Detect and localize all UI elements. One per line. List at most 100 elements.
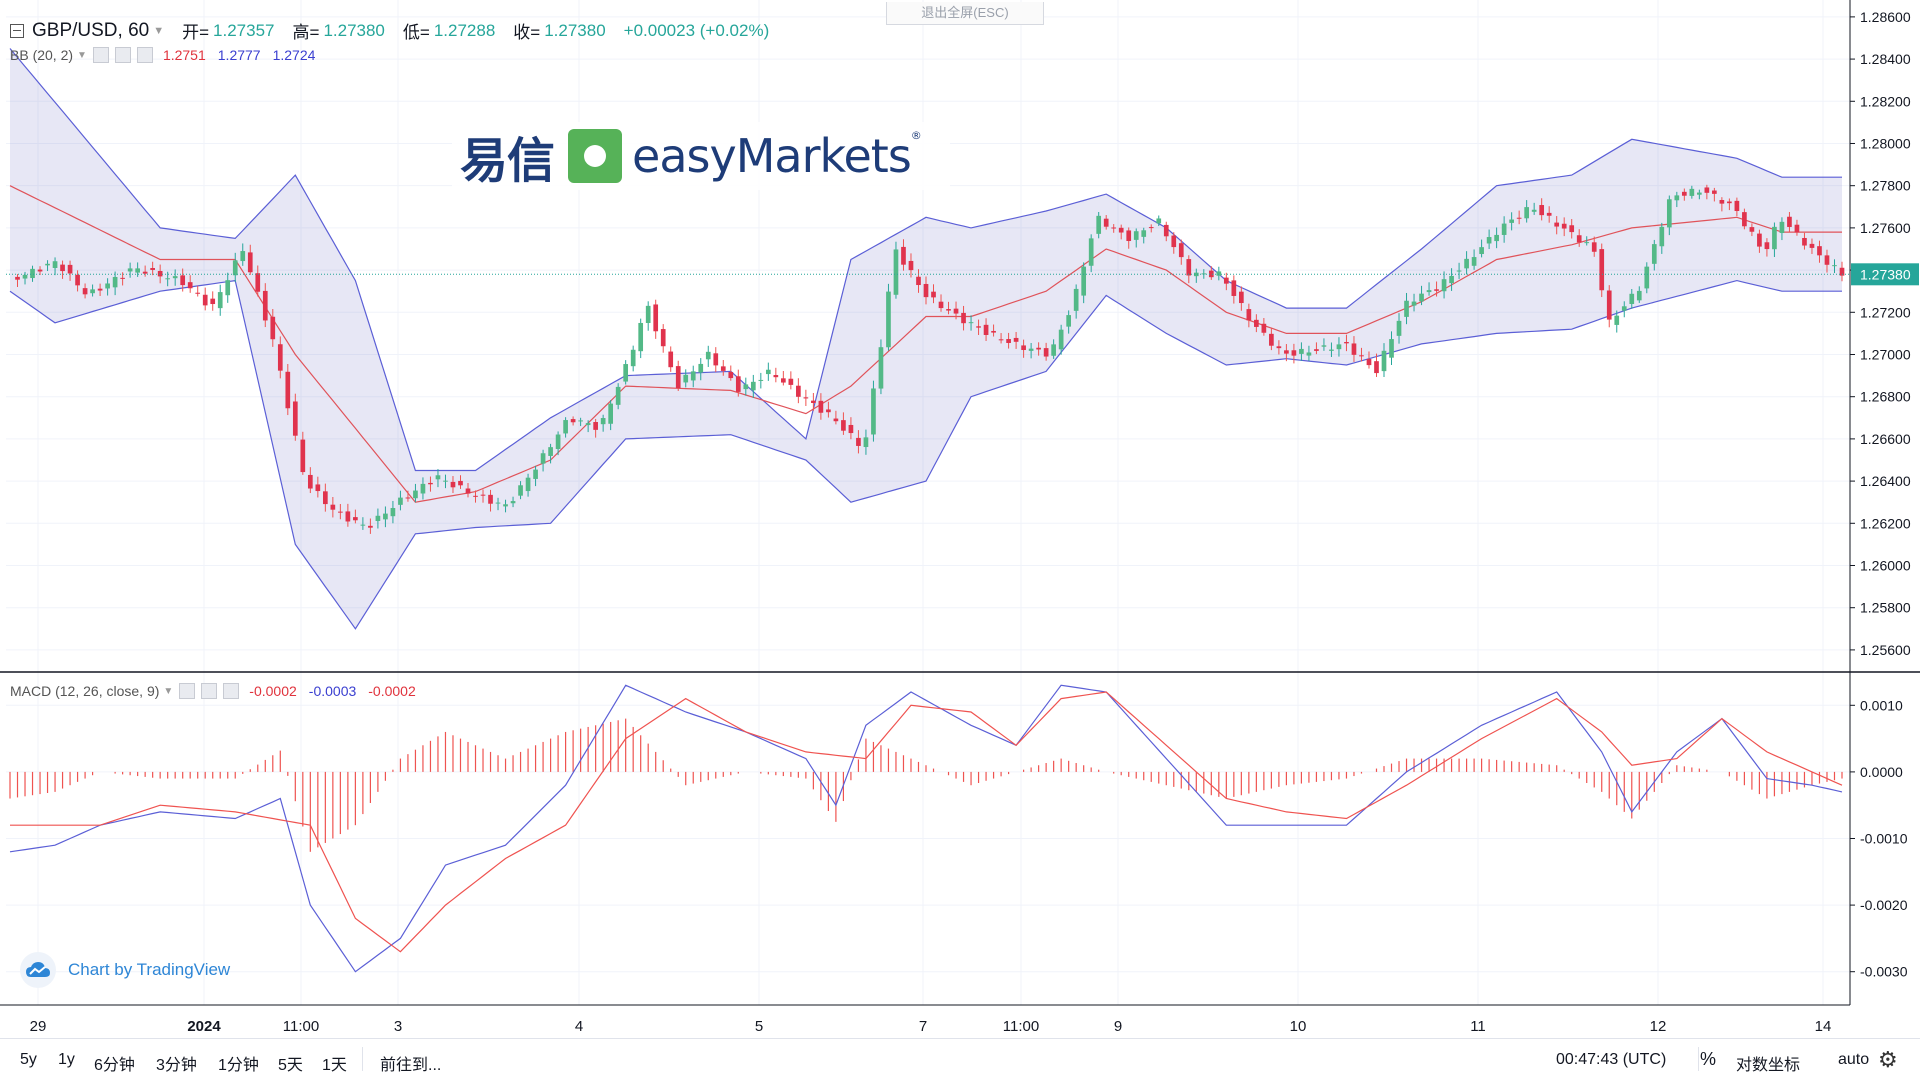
candle-body xyxy=(863,437,869,448)
open-value: 1.27357 xyxy=(213,20,275,40)
macd-tick-label: -0.0010 xyxy=(1860,831,1908,847)
collapse-icon[interactable] xyxy=(10,23,24,38)
time-tick-label: 29 xyxy=(30,1018,47,1035)
candle-body xyxy=(383,513,388,520)
tradingview-branding[interactable]: Chart by TradingView xyxy=(20,952,230,988)
macd-label[interactable]: MACD (12, 26, close, 9) xyxy=(10,683,160,699)
symbol-label[interactable]: GBP/USD, 60 xyxy=(32,19,150,41)
time-tick-label: 14 xyxy=(1815,1018,1832,1035)
bb-value-2: 1.2777 xyxy=(217,47,261,63)
macd-panel xyxy=(0,671,1920,973)
candle-body xyxy=(1712,190,1717,194)
auto-scale-toggle[interactable]: auto xyxy=(1838,1051,1870,1068)
candle-body xyxy=(540,453,546,464)
bb-label[interactable]: BB (20, 2) xyxy=(10,47,74,63)
candle-body xyxy=(901,246,906,265)
candle-body xyxy=(1381,350,1387,372)
range-1m-button[interactable]: 1分钟 xyxy=(218,1057,259,1074)
candle-body xyxy=(1659,226,1665,247)
tradingview-label[interactable]: Chart by TradingView xyxy=(68,960,231,979)
candle-body xyxy=(600,418,606,425)
settings-icon[interactable] xyxy=(114,47,131,63)
candle-body xyxy=(953,308,959,314)
chevron-down-icon[interactable]: ▼ xyxy=(77,49,87,61)
candle-body xyxy=(1636,290,1642,301)
candle-body xyxy=(518,485,523,496)
candle-body xyxy=(1719,199,1725,204)
range-6m-button[interactable]: 6分钟 xyxy=(94,1057,135,1074)
candle-body xyxy=(1006,339,1011,343)
exit-fullscreen-button[interactable]: 退出全屏(ESC) xyxy=(886,2,1044,25)
time-tick-label: 2024 xyxy=(187,1018,221,1035)
chevron-down-icon[interactable]: ▼ xyxy=(163,685,174,697)
candle-body xyxy=(210,298,216,305)
candle-body xyxy=(1239,291,1244,304)
candle-body xyxy=(405,497,411,499)
settings-icon[interactable] xyxy=(201,683,218,699)
candle-body xyxy=(743,384,749,390)
candle-body xyxy=(720,366,726,371)
price-tick-label: 1.26600 xyxy=(1860,431,1911,447)
close-icon[interactable] xyxy=(136,47,153,63)
candle-body xyxy=(1614,315,1620,325)
candle-body xyxy=(1621,306,1627,311)
log-scale-toggle[interactable]: 对数坐标 xyxy=(1736,1057,1801,1074)
tradingview-cloud-icon xyxy=(20,952,56,988)
price-tick-label: 1.25600 xyxy=(1860,642,1911,658)
candle-body xyxy=(871,388,876,435)
utc-clock: 00:47:43 (UTC) xyxy=(1556,1051,1667,1068)
candle-body xyxy=(270,316,276,340)
candle-body xyxy=(217,292,223,309)
range-5d-button[interactable]: 5天 xyxy=(278,1057,303,1074)
visibility-icon[interactable] xyxy=(92,47,109,63)
visibility-icon[interactable] xyxy=(179,683,196,699)
candle-body xyxy=(1629,293,1635,304)
candle-body xyxy=(841,420,846,431)
candle-body xyxy=(750,381,756,391)
candle-body xyxy=(473,495,478,497)
chevron-down-icon[interactable]: ▼ xyxy=(153,24,165,37)
candle-body xyxy=(150,268,155,270)
candle-body xyxy=(1081,266,1087,296)
chart-canvas[interactable]: 1.28600 1.28400 1.28200 1.28000 1.27800 1.276… xyxy=(0,0,1920,1038)
range-3m-button[interactable]: 3分钟 xyxy=(156,1057,197,1074)
candle-body xyxy=(878,347,884,389)
candle-body xyxy=(360,524,366,526)
candle-body xyxy=(796,385,801,397)
candle-body xyxy=(180,275,186,286)
candle-body xyxy=(570,419,576,423)
range-1y-button[interactable]: 1y xyxy=(58,1051,75,1068)
gear-icon[interactable]: ⚙ xyxy=(1878,1047,1898,1072)
candle-body xyxy=(82,288,88,295)
close-icon[interactable] xyxy=(223,683,240,699)
candle-body xyxy=(675,366,681,389)
percent-toggle[interactable]: % xyxy=(1700,1049,1717,1069)
candle-body xyxy=(1096,215,1102,234)
price-tick-label: 1.28600 xyxy=(1860,9,1911,25)
candle-body xyxy=(1073,288,1079,311)
range-1d-button[interactable]: 1天 xyxy=(322,1057,347,1074)
candle-body xyxy=(1126,230,1132,242)
time-tick-label: 7 xyxy=(919,1018,927,1035)
candle-body xyxy=(1141,230,1147,237)
candle-body xyxy=(668,351,674,368)
candle-body xyxy=(683,374,689,383)
range-5y-button[interactable]: 5y xyxy=(20,1051,37,1068)
candle-body xyxy=(1779,221,1785,234)
bb-lower-line xyxy=(9,279,1842,630)
candle-body xyxy=(390,507,396,517)
candle-body xyxy=(323,491,328,505)
goto-date-button[interactable]: 前往到... xyxy=(380,1057,442,1074)
candle-body xyxy=(638,322,644,352)
candle-body xyxy=(458,480,463,486)
candle-body xyxy=(1794,224,1800,233)
candle-body xyxy=(1651,244,1657,264)
time-tick-label: 9 xyxy=(1114,1018,1122,1035)
logo-cn-text: 易信 xyxy=(460,133,555,189)
candle-body xyxy=(1674,195,1680,201)
candle-body xyxy=(1374,361,1379,374)
candle-body xyxy=(1419,293,1424,302)
candle-body xyxy=(292,401,298,436)
candle-body xyxy=(848,424,854,434)
candle-body xyxy=(1569,225,1575,233)
